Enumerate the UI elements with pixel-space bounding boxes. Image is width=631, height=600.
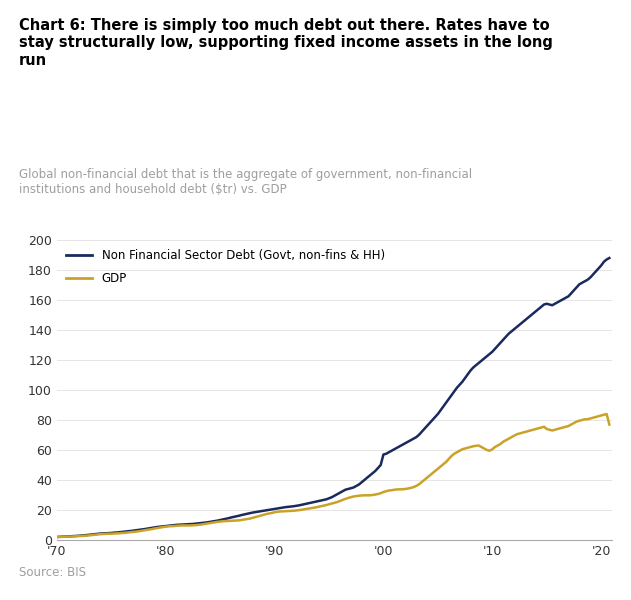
Non Financial Sector Debt (Govt, non-fins & HH): [341, 486, 349, 493]
Legend: Non Financial Sector Debt (Govt, non-fins & HH), GDP: Non Financial Sector Debt (Govt, non-fin…: [62, 246, 388, 289]
Non Financial Sector Debt (Govt, non-fins & HH): [461, 374, 469, 382]
Non Financial Sector Debt (Govt, non-fins & HH): [146, 524, 153, 532]
GDP: [53, 533, 61, 541]
Non Financial Sector Debt (Govt, non-fins & HH): [200, 519, 208, 526]
Text: Global non-financial debt that is the aggregate of government, non-financial
ins: Global non-financial debt that is the ag…: [19, 168, 472, 196]
GDP: [200, 520, 208, 528]
GDP: [606, 421, 613, 428]
Line: Non Financial Sector Debt (Govt, non-fins & HH): Non Financial Sector Debt (Govt, non-fin…: [57, 258, 610, 537]
GDP: [341, 496, 349, 503]
Text: Chart 6: There is simply too much debt out there. Rates have to
stay structurall: Chart 6: There is simply too much debt o…: [19, 18, 553, 68]
Non Financial Sector Debt (Govt, non-fins & HH): [53, 533, 61, 541]
GDP: [113, 530, 121, 537]
Line: GDP: GDP: [57, 414, 610, 537]
GDP: [146, 526, 153, 533]
GDP: [461, 445, 469, 452]
Non Financial Sector Debt (Govt, non-fins & HH): [331, 492, 338, 499]
Text: Source: BIS: Source: BIS: [19, 566, 86, 579]
GDP: [603, 410, 610, 418]
Non Financial Sector Debt (Govt, non-fins & HH): [113, 529, 121, 536]
Non Financial Sector Debt (Govt, non-fins & HH): [606, 254, 613, 262]
GDP: [331, 499, 338, 506]
